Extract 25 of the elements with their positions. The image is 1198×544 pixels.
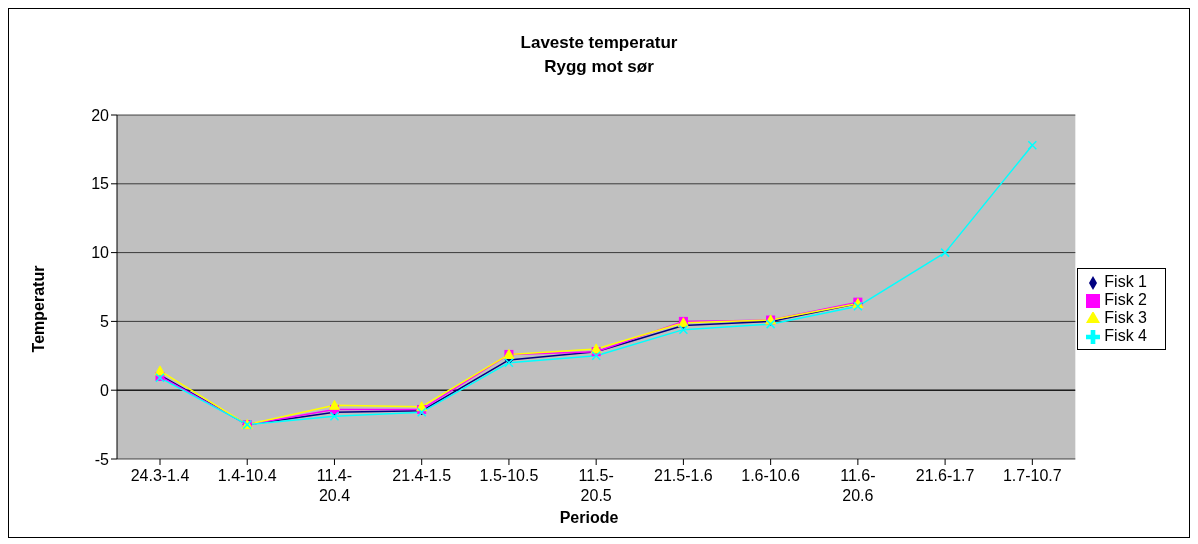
x-tick-label: 11.5-20.5 [578, 467, 614, 504]
x-tick-label: 24.3-1.4 [130, 467, 190, 484]
x-tick-label: 11.4-20.4 [316, 467, 353, 504]
legend-label: Fisk 2 [1104, 291, 1147, 308]
x-tick-label: 21.4-1.5 [392, 467, 452, 484]
y-tick-label: 5 [100, 313, 110, 331]
x-tick-label: 1.7-10.7 [1002, 467, 1062, 484]
legend-label: Fisk 1 [1104, 273, 1147, 290]
x-tick-label: 21.6-1.7 [915, 467, 975, 484]
legend-label: Fisk 4 [1104, 327, 1147, 344]
x-tick-label: 1.6-10.6 [741, 467, 801, 484]
x-tick-label: 11.6-20.6 [840, 467, 876, 504]
y-tick-label: 15 [91, 175, 110, 193]
x-tick-label: 1.4-10.4 [217, 467, 277, 484]
y-axis-title: Temperatur [30, 265, 48, 353]
x-tick-label: 21.5-1.6 [654, 467, 713, 484]
y-tick-label: 10 [91, 244, 110, 262]
y-tick-label: 20 [91, 106, 110, 124]
chart-title: Laveste temperatur [519, 32, 679, 54]
x-tick-label: 1.5-10.5 [479, 467, 539, 484]
y-tick-label: -5 [94, 450, 110, 468]
x-axis-title: Periode [558, 509, 620, 527]
chart-subtitle: Rygg mot sør [543, 56, 655, 78]
y-tick-label: 0 [100, 381, 110, 399]
legend-label: Fisk 3 [1104, 309, 1147, 326]
